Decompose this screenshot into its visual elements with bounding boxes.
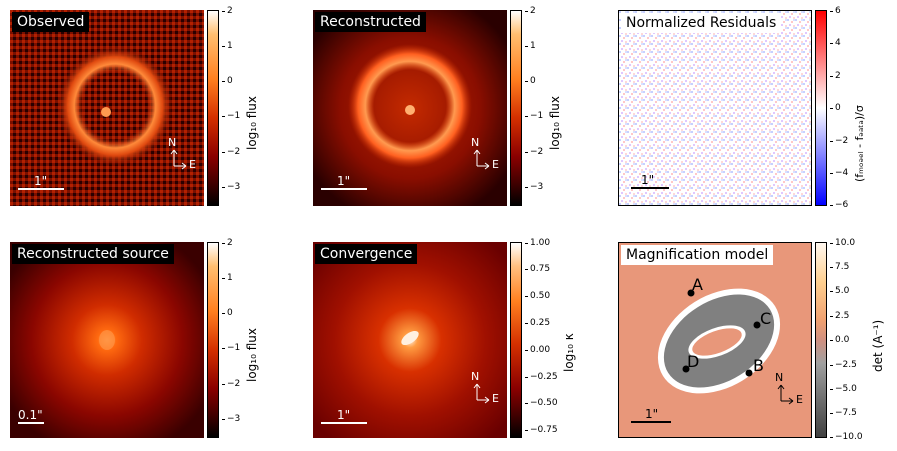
cbar-tick: 0.75 [524,264,551,274]
cbar-tick: 2 [525,6,536,16]
cbar-tick: −2 [221,379,241,389]
colorbar-label: (fₘₒₔₑₗ - fₔₐₜₐ)/σ [853,105,866,182]
cbar-tick: 1 [222,273,233,283]
cbar-tick: 10.0 [829,238,856,248]
source-image [10,242,204,438]
cbar-tick: 4 [830,38,841,48]
cbar-tick: 6 [830,6,841,16]
scale-bar [631,421,671,423]
panel-reconstructed: Reconstructed 1" N E [313,10,507,206]
cbar-tick: 0 [525,76,536,86]
scale-label: 1" [645,407,659,421]
scale-label: 0.1" [18,408,43,422]
scale-label: 1" [34,174,48,188]
cbar-tick: −0.50 [525,398,558,408]
north-label: N [775,371,784,384]
cbar-tick: −1 [221,111,241,121]
cbar-tick: −1 [524,111,544,121]
scale-label: 1" [337,408,351,422]
scale-bar [321,422,367,424]
east-label: E [492,392,499,405]
cbar-tick: 7.5 [829,262,850,272]
east-label: E [492,158,499,171]
image-label-d: D [687,352,700,371]
north-label: N [471,136,480,149]
cbar-tick: −2 [221,147,241,157]
panel-source: Reconstructed source 0.1" [10,242,204,438]
cbar-tick: −0.25 [525,372,558,382]
cbar-tick: 0 [830,103,841,113]
north-label: N [168,136,177,149]
cbar-tick: 0.0 [829,335,850,345]
cbar-tick: −2.5 [830,360,857,370]
cbar-tick: −7.5 [830,408,857,418]
image-label-a: A [692,275,703,294]
colorbar-label: log₁₀ κ [562,333,576,372]
panel-title: Reconstructed [315,12,426,32]
magnification-image [619,243,811,437]
cbar-tick: 1.00 [524,238,551,248]
image-label-b: B [753,356,764,375]
cbar-tick: 0 [222,76,233,86]
cbar-tick: 0.25 [524,318,551,328]
cbar-tick: 2 [222,238,233,248]
image-label-c: C [760,309,772,328]
east-label: E [796,393,803,406]
cbar-tick: 1 [222,41,233,51]
colorbar-label: log₁₀ flux [245,96,259,150]
scale-bar [18,422,44,424]
compass: N E [471,136,503,171]
north-label: N [471,370,480,383]
observed-image [10,10,204,206]
cbar-tick: −10.0 [830,432,863,442]
cbar-tick: 2.5 [829,311,850,321]
cbar-tick: 0.00 [524,345,551,355]
scale-label: 1" [641,173,655,187]
cbar-tick: −5.0 [830,384,857,394]
scale-bar [321,188,367,190]
reconstructed-image [313,10,507,206]
panel-convergence: Convergence 1" N E [313,242,507,438]
panel-residuals: Normalized Residuals 1" [618,10,812,206]
cbar-tick: 2 [830,71,841,81]
panel-title: Observed [12,12,90,32]
cbar-tick: 0 [222,308,233,318]
panel-title: Reconstructed source [12,244,174,264]
panel-title: Convergence [315,244,418,264]
cbar-tick: −3 [221,414,241,424]
cbar-tick: −6 [829,200,849,210]
cbar-tick: −3 [221,182,241,192]
cbar-tick: −2 [829,136,849,146]
cbar-tick: 5.0 [829,286,850,296]
scale-bar [18,188,64,190]
panel-title: Magnification model [621,245,774,265]
cbar-tick: −0.75 [525,425,558,435]
cbar-tick: 0.50 [524,291,551,301]
convergence-image [313,242,507,438]
colorbar-label: log₁₀ flux [245,328,259,382]
cbar-tick: −1 [221,343,241,353]
panel-title: Normalized Residuals [621,13,782,33]
cbar-tick: −2 [524,147,544,157]
scale-bar [631,187,669,189]
compass: N E [775,371,807,406]
residuals-image [619,11,811,205]
colorbar-label: log₁₀ flux [548,96,562,150]
cbar-tick: −3 [524,182,544,192]
compass: N E [168,136,200,171]
panel-magnification: Magnification model A B C D 1" N E [618,242,812,438]
cbar-tick: −4 [829,168,849,178]
scale-label: 1" [337,174,351,188]
east-label: E [189,158,196,171]
compass: N E [471,370,503,405]
panel-observed: Observed 1" N E [10,10,204,206]
cbar-tick: 2 [222,6,233,16]
cbar-tick: 1 [525,41,536,51]
colorbar-label: det (A⁻¹) [871,319,885,372]
